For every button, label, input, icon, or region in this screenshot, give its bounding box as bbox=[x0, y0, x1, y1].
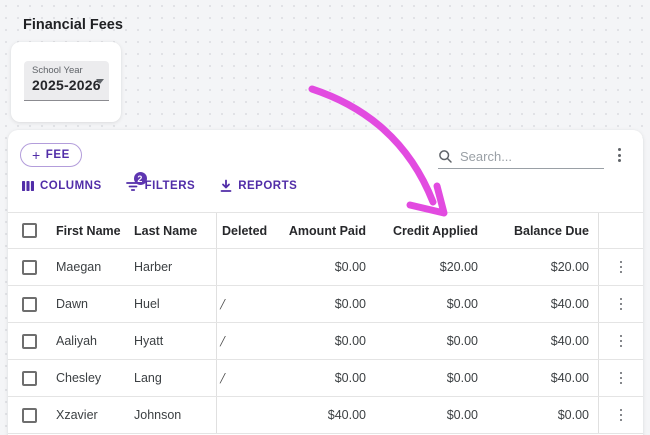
page-title: Financial Fees bbox=[23, 17, 123, 33]
school-year-label: School Year bbox=[32, 65, 83, 76]
row-actions-menu-button[interactable] bbox=[617, 258, 626, 277]
plus-icon: + bbox=[32, 147, 41, 163]
school-year-value: 2025-2026 bbox=[32, 77, 101, 93]
search-field bbox=[438, 145, 604, 169]
columns-button-label: COLUMNS bbox=[40, 180, 102, 192]
cell-first-name: Xzavier bbox=[56, 408, 98, 422]
reports-button[interactable]: REPORTS bbox=[219, 179, 297, 193]
grid-header-row: First Name Last Name Deleted Amount Paid… bbox=[8, 212, 643, 249]
column-header-credit-applied[interactable]: Credit Applied bbox=[393, 223, 478, 238]
row-checkbox[interactable] bbox=[21, 370, 37, 386]
cell-deleted: ╱ bbox=[220, 298, 227, 310]
select-all-checkbox[interactable] bbox=[21, 223, 37, 238]
column-header-amount-paid[interactable]: Amount Paid bbox=[288, 223, 366, 238]
add-fee-button-label: FEE bbox=[45, 149, 70, 161]
school-year-select[interactable]: School Year 2025-2026 bbox=[24, 61, 109, 101]
table-options-menu-button[interactable] bbox=[615, 145, 624, 165]
column-header-balance-due[interactable]: Balance Due bbox=[513, 223, 589, 238]
row-actions-menu-button[interactable] bbox=[617, 369, 626, 388]
cell-deleted: ╱ bbox=[220, 335, 227, 347]
cell-credit-applied: $0.00 bbox=[446, 334, 478, 348]
cell-balance-due: $40.00 bbox=[550, 371, 589, 385]
row-actions-menu-button[interactable] bbox=[617, 332, 626, 351]
cell-credit-applied: $20.00 bbox=[439, 260, 478, 274]
table-row: Aaliyah Hyatt ╱ $0.00 $0.00 $40.00 bbox=[8, 323, 643, 360]
reports-button-label: REPORTS bbox=[238, 180, 298, 192]
filters-button-label: FILTERS bbox=[144, 180, 196, 192]
cell-amount-paid: $0.00 bbox=[334, 297, 366, 311]
filter-icon: 2 bbox=[125, 172, 147, 193]
cell-amount-paid: $0.00 bbox=[334, 371, 366, 385]
cell-first-name: Aaliyah bbox=[56, 334, 97, 348]
add-fee-button[interactable]: + FEE bbox=[20, 143, 82, 167]
row-checkbox[interactable] bbox=[21, 259, 37, 275]
columns-button[interactable]: COLUMNS bbox=[21, 179, 102, 193]
filters-button[interactable]: 2 FILTERS bbox=[125, 172, 196, 193]
search-icon bbox=[438, 149, 453, 164]
grid-toolbar: COLUMNS 2 FILTERS REPORTS bbox=[21, 172, 297, 196]
cell-last-name: Huel bbox=[134, 297, 160, 311]
row-checkbox[interactable] bbox=[21, 407, 37, 423]
fees-table-card: + FEE COLUMNS 2 FILTERS REPORTS bbox=[8, 130, 643, 435]
cell-balance-due: $40.00 bbox=[550, 297, 589, 311]
column-header-last-name[interactable]: Last Name bbox=[134, 223, 198, 238]
cell-amount-paid: $40.00 bbox=[327, 408, 366, 422]
row-actions-menu-button[interactable] bbox=[617, 295, 626, 314]
cell-credit-applied: $0.00 bbox=[446, 297, 478, 311]
chevron-down-icon bbox=[96, 79, 104, 84]
row-checkbox[interactable] bbox=[21, 296, 37, 312]
cell-first-name: Dawn bbox=[56, 297, 88, 311]
cell-balance-due: $40.00 bbox=[550, 334, 589, 348]
row-actions-menu-button[interactable] bbox=[617, 406, 626, 425]
row-checkbox[interactable] bbox=[21, 333, 37, 349]
columns-icon bbox=[21, 179, 35, 193]
cell-last-name: Johnson bbox=[134, 408, 182, 422]
cell-first-name: Maegan bbox=[56, 260, 102, 274]
download-icon bbox=[219, 179, 233, 193]
fees-data-grid: First Name Last Name Deleted Amount Paid… bbox=[8, 212, 643, 434]
cell-credit-applied: $0.00 bbox=[446, 371, 478, 385]
cell-last-name: Hyatt bbox=[134, 334, 164, 348]
cell-credit-applied: $0.00 bbox=[446, 408, 478, 422]
cell-first-name: Chesley bbox=[56, 371, 102, 385]
table-row: Xzavier Johnson $40.00 $0.00 $0.00 bbox=[8, 397, 643, 434]
search-input[interactable] bbox=[460, 149, 604, 164]
cell-balance-due: $20.00 bbox=[550, 260, 589, 274]
column-header-first-name[interactable]: First Name bbox=[56, 223, 121, 238]
cell-last-name: Harber bbox=[134, 260, 173, 274]
cell-amount-paid: $0.00 bbox=[334, 334, 366, 348]
cell-amount-paid: $0.00 bbox=[334, 260, 366, 274]
table-row: Dawn Huel ╱ $0.00 $0.00 $40.00 bbox=[8, 286, 643, 323]
cell-deleted: ╱ bbox=[220, 372, 227, 384]
school-year-card: School Year 2025-2026 bbox=[11, 42, 121, 122]
cell-last-name: Lang bbox=[134, 371, 162, 385]
table-row: Chesley Lang ╱ $0.00 $0.00 $40.00 bbox=[8, 360, 643, 397]
filters-count-badge: 2 bbox=[133, 172, 147, 185]
column-header-deleted[interactable]: Deleted bbox=[222, 223, 268, 238]
table-row: Maegan Harber $0.00 $20.00 $20.00 bbox=[8, 249, 643, 286]
cell-balance-due: $0.00 bbox=[557, 408, 589, 422]
